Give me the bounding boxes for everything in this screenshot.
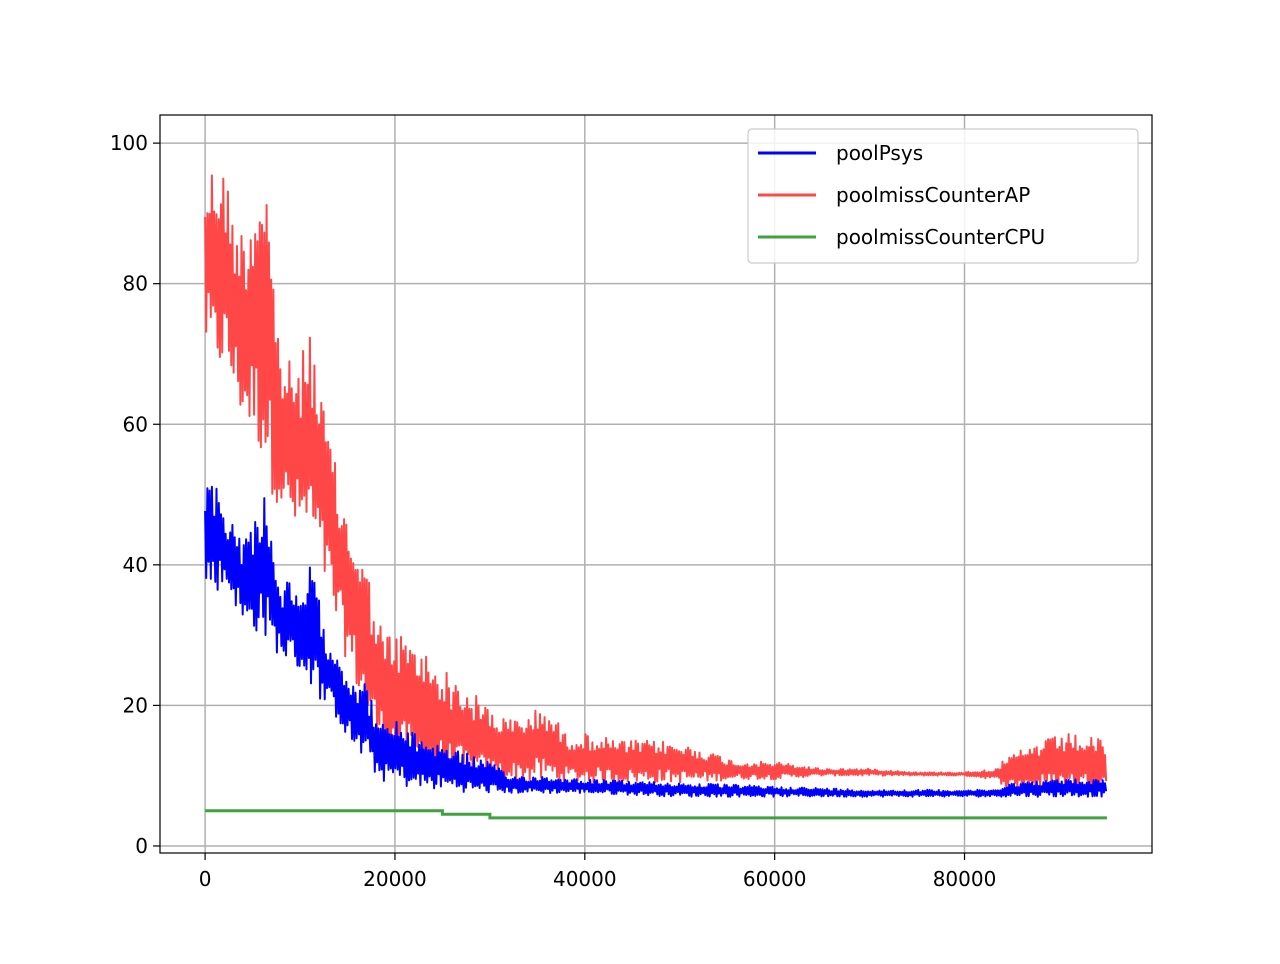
y-tick-label: 100 (110, 131, 148, 155)
plot-area (204, 174, 1108, 820)
x-tick-label: 20000 (363, 867, 427, 891)
series-line-poolmisscounterap (204, 174, 1108, 791)
y-tick-label: 60 (123, 412, 148, 436)
y-tick-label: 0 (135, 834, 148, 858)
x-tick-label: 0 (199, 867, 212, 891)
x-tick-label: 60000 (743, 867, 807, 891)
legend-label: poolmissCounterAP (836, 183, 1030, 207)
y-tick-label: 20 (123, 693, 148, 717)
legend: poolPsys poolmissCounterAP poolmissCounter… (747, 128, 1139, 264)
y-tick-label: 80 (123, 272, 148, 296)
axis-ticks: 0 20000 40000 60000 80000 0 20 40 60 80 100 (110, 131, 997, 891)
axes-frame (159, 114, 1153, 854)
x-tick-label: 80000 (933, 867, 997, 891)
legend-label: poolmissCounterCPU (836, 225, 1045, 249)
series-line-poolmisscountercpu (205, 809, 1107, 820)
legend-box (747, 128, 1139, 264)
legend-label: poolPsys (836, 141, 923, 165)
series-line-poolpsys (204, 485, 1108, 798)
x-tick-label: 40000 (553, 867, 617, 891)
y-tick-label: 40 (123, 553, 148, 577)
